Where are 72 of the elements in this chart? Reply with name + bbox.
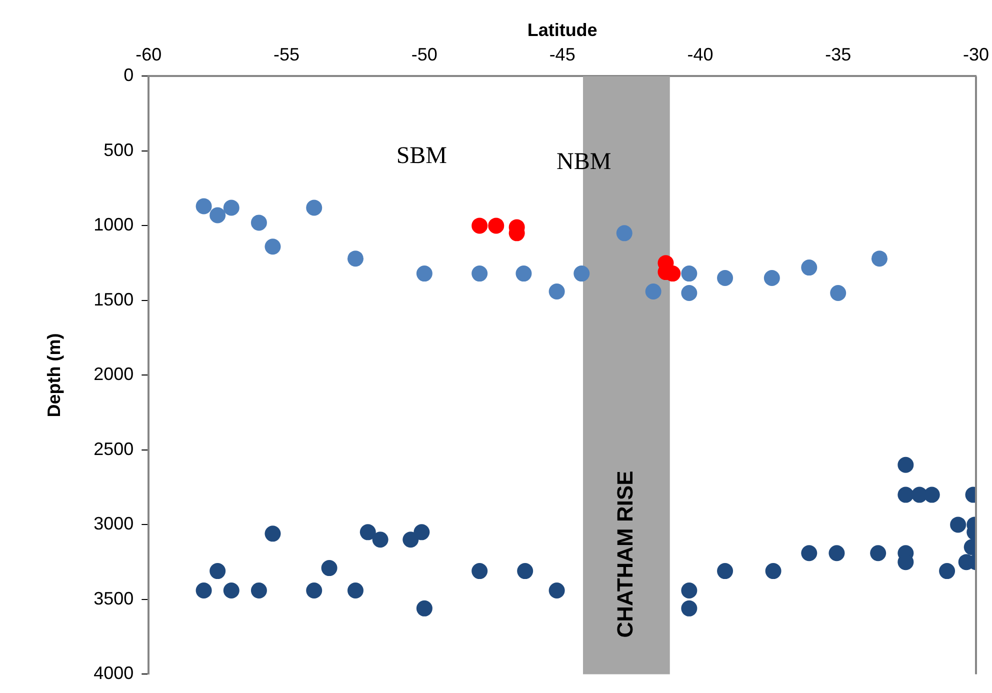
point — [264, 238, 281, 255]
point — [870, 545, 886, 562]
point — [402, 532, 419, 548]
band-label: CHATHAM RISE — [612, 470, 638, 638]
x-axis-title: Latitude — [527, 20, 598, 40]
point — [924, 486, 940, 503]
point — [828, 545, 845, 562]
point — [871, 250, 888, 267]
point — [645, 283, 662, 300]
point — [801, 545, 818, 562]
point — [681, 600, 698, 616]
annotation: SBM — [396, 143, 448, 170]
x-tick-label: -40 — [687, 44, 714, 64]
point — [321, 560, 338, 576]
y-tick-label: 1500 — [94, 289, 134, 310]
y-tick-label: 0 — [124, 65, 134, 86]
point — [939, 563, 956, 580]
y-axis-title: Depth (m) — [44, 333, 64, 418]
point — [574, 266, 590, 282]
point — [764, 270, 780, 286]
x-tick-label: -30 — [962, 44, 989, 64]
y-tick-label: 2500 — [94, 438, 134, 459]
y-tick-label: 3000 — [94, 514, 134, 534]
point — [414, 524, 430, 540]
point — [765, 563, 782, 580]
point — [264, 526, 281, 542]
point — [801, 260, 818, 276]
point — [950, 516, 966, 533]
point — [898, 456, 914, 473]
x-tick-label: -35 — [825, 44, 852, 64]
point — [516, 266, 532, 282]
point — [472, 563, 488, 580]
point — [223, 582, 240, 598]
point — [347, 582, 364, 598]
point — [372, 532, 388, 548]
x-tick-label: -50 — [411, 44, 438, 64]
point — [210, 563, 226, 580]
point — [898, 486, 914, 503]
point — [250, 214, 267, 231]
y-tick-label: 1000 — [94, 214, 134, 235]
point — [717, 563, 734, 580]
point — [488, 218, 504, 234]
point — [210, 207, 226, 224]
point — [717, 270, 734, 286]
point — [360, 524, 376, 540]
point — [548, 283, 565, 300]
point — [472, 266, 488, 282]
point — [681, 266, 698, 282]
y-tick-label: 4000 — [94, 663, 134, 684]
point — [472, 218, 488, 234]
x-tick-label: -55 — [274, 44, 300, 64]
point — [517, 563, 534, 580]
point — [416, 600, 432, 616]
point — [548, 582, 565, 598]
point — [306, 200, 322, 216]
x-tick-label: -45 — [549, 44, 576, 64]
point — [250, 582, 267, 598]
point — [830, 284, 846, 301]
point — [616, 225, 632, 242]
y-tick-label: 3500 — [94, 588, 134, 608]
y-tick-label: 500 — [104, 140, 134, 160]
point — [223, 200, 240, 216]
annotation: NBM — [556, 149, 612, 176]
point — [196, 582, 212, 598]
point — [681, 284, 698, 301]
y-tick-label: 2000 — [94, 364, 134, 384]
point — [681, 582, 698, 598]
point — [416, 266, 432, 282]
x-tick-label: -60 — [136, 44, 162, 64]
point — [347, 250, 364, 267]
point — [306, 582, 322, 598]
point — [196, 198, 212, 214]
